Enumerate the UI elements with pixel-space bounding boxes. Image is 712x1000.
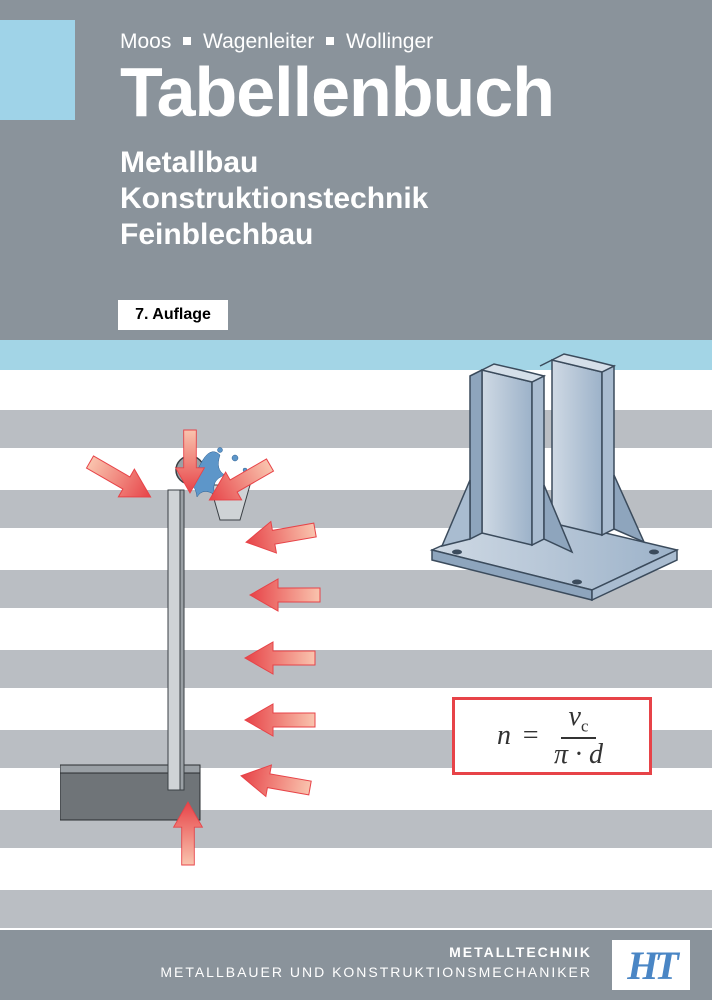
author-2: Wagenleiter bbox=[203, 30, 314, 53]
book-subtitle: Metallbau Konstruktionstechnik Feinblech… bbox=[120, 145, 428, 253]
author-3: Wollinger bbox=[346, 30, 433, 53]
subtitle-line-2: Konstruktionstechnik bbox=[120, 181, 428, 217]
subtitle-line-1: Metallbau bbox=[120, 145, 428, 181]
cutting-diagram-illustration bbox=[60, 410, 380, 870]
header-accent-block bbox=[0, 20, 75, 120]
formula-denominator: π · d bbox=[550, 739, 607, 769]
formula-num-var: v bbox=[569, 701, 581, 732]
authors-line: Moos Wagenleiter Wollinger bbox=[120, 30, 682, 54]
author-1: Moos bbox=[120, 30, 171, 53]
footer-band: METALLTECHNIK METALLBAUER UND KONSTRUKTI… bbox=[0, 930, 712, 1000]
subtitle-line-3: Feinblechbau bbox=[120, 217, 428, 253]
equals-sign: = bbox=[521, 720, 540, 752]
formula-num-sub: c bbox=[581, 716, 588, 735]
footer-line-1: METALLTECHNIK bbox=[160, 944, 592, 960]
separator-icon bbox=[183, 37, 191, 45]
footer-line-2: METALLBAUER UND KONSTRUKTIONSMECHANIKER bbox=[160, 964, 592, 980]
footer-texts: METALLTECHNIK METALLBAUER UND KONSTRUKTI… bbox=[160, 944, 592, 980]
steel-structure-illustration bbox=[422, 330, 682, 610]
formula-lhs: n bbox=[497, 720, 511, 752]
formula-fraction: vc π · d bbox=[550, 703, 607, 769]
formula-numerator: vc bbox=[561, 703, 597, 739]
book-title: Tabellenbuch bbox=[120, 52, 554, 132]
logo-text: HT bbox=[627, 942, 675, 989]
edition-badge: 7. Auflage bbox=[118, 300, 228, 330]
formula-box: n = vc π · d bbox=[452, 697, 652, 775]
publisher-logo: HT bbox=[612, 940, 690, 990]
separator-icon bbox=[326, 37, 334, 45]
